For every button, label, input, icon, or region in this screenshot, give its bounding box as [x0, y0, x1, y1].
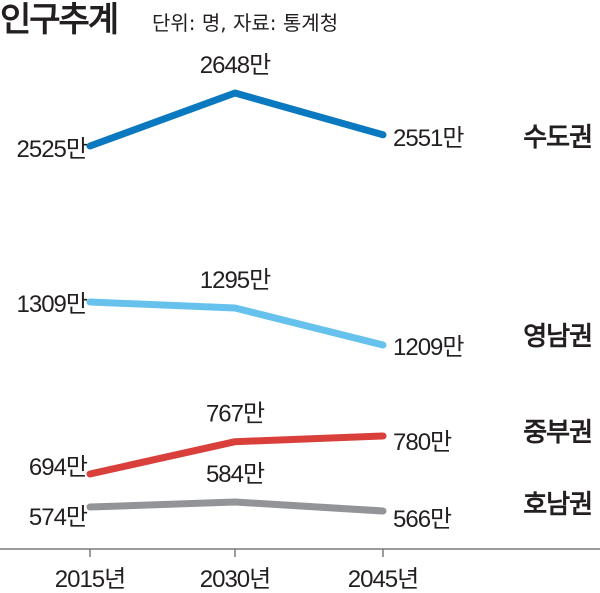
data-label: 566만 — [393, 506, 452, 533]
data-label: 1209만 — [393, 334, 464, 361]
x-tick-label: 2030년 — [200, 566, 270, 593]
data-label: 574만 — [29, 504, 88, 531]
data-label: 1309만 — [17, 291, 88, 318]
data-label: 1295만 — [200, 267, 271, 294]
series-line-1 — [86, 89, 387, 150]
data-label: 2525만 — [17, 136, 88, 163]
data-label: 2551만 — [393, 125, 464, 152]
series-line-4 — [86, 498, 387, 515]
data-label: 584만 — [206, 461, 265, 488]
x-tick-label: 2015년 — [55, 566, 125, 593]
data-label: 780만 — [393, 429, 452, 456]
series-name-label: 수도권 — [523, 123, 592, 153]
chart-title: 인구추계 — [0, 0, 117, 40]
x-tick-label: 2045년 — [348, 566, 418, 593]
series-name-label: 영남권 — [523, 322, 592, 352]
data-label: 694만 — [29, 454, 88, 481]
series-name-label: 호남권 — [523, 490, 592, 520]
data-label: 2648만 — [200, 52, 271, 79]
series-line-3 — [86, 432, 387, 478]
plot-area: 2015년 2030년 2045년 2525만 2648만 2551만 수도권 1309만 12… — [0, 52, 600, 593]
series-line-2 — [86, 298, 387, 349]
series-name-label: 중부권 — [523, 418, 592, 448]
chart-subtitle: 단위: 명, 자료: 통계청 — [152, 11, 338, 35]
data-label: 767만 — [206, 401, 265, 428]
